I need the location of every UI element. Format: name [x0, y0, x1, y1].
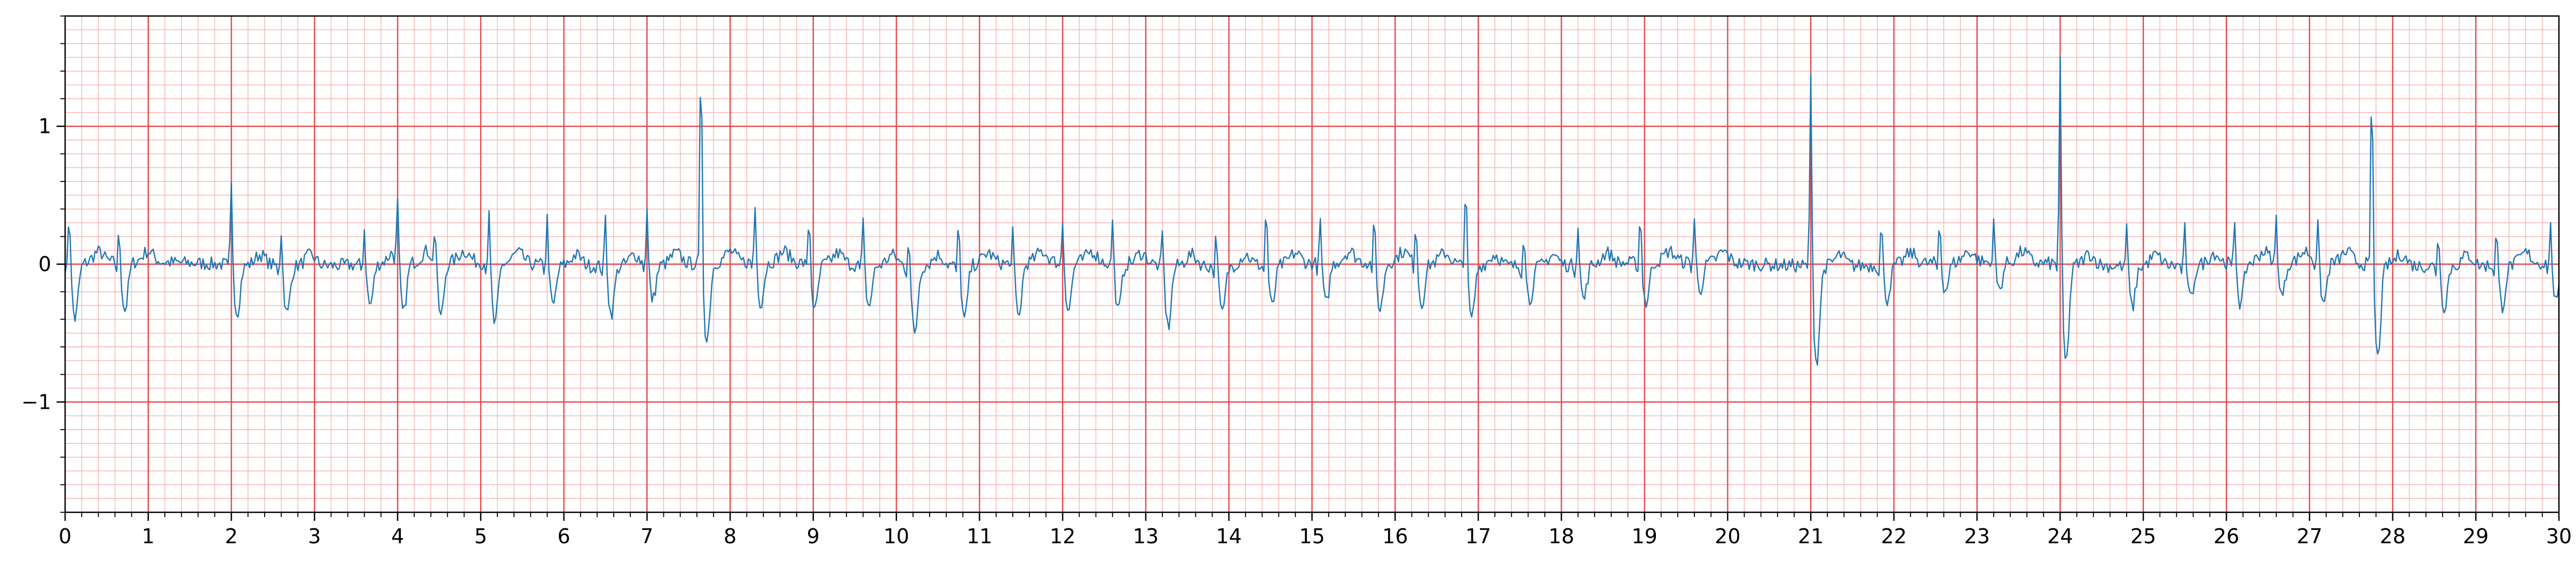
x-tick-label: 27 — [2297, 525, 2323, 548]
x-tick-label: 1 — [142, 525, 155, 548]
x-tick-label: 17 — [1465, 525, 1491, 548]
x-tick-label: 13 — [1133, 525, 1159, 548]
x-tick-label: 10 — [883, 525, 909, 548]
x-tick-label: 28 — [2380, 525, 2405, 548]
x-tick-label: 25 — [2130, 525, 2156, 548]
x-tick-label: 20 — [1715, 525, 1740, 548]
trace-layer — [64, 55, 2560, 366]
x-tick-label: 26 — [2214, 525, 2239, 548]
x-tick-label: 21 — [1798, 525, 1824, 548]
ecg-trace — [64, 55, 2560, 366]
x-tick-label: 0 — [59, 525, 72, 548]
x-tick-label: 9 — [807, 525, 820, 548]
x-tick-label: 6 — [558, 525, 570, 548]
y-tick-label: 1 — [38, 115, 51, 138]
x-tick-label: 12 — [1050, 525, 1075, 548]
x-tick-labels: 0 1 2 3 4 5 6 7 8 9 10 11 12 13 14 15 16 17 18 19 20 21 22 23 24… — [59, 525, 2572, 548]
y-tick-labels: 1 0 −1 — [21, 115, 51, 414]
x-tick-label: 2 — [225, 525, 237, 548]
x-tick-label: 5 — [474, 525, 487, 548]
x-tick-label: 30 — [2546, 525, 2572, 548]
x-tick-label: 19 — [1631, 525, 1657, 548]
x-tick-label: 24 — [2047, 525, 2073, 548]
x-tick-label: 22 — [1881, 525, 1907, 548]
axis-ticks — [57, 15, 2560, 521]
x-tick-label: 23 — [1964, 525, 1990, 548]
x-tick-label: 16 — [1382, 525, 1408, 548]
x-tick-label: 7 — [640, 525, 653, 548]
x-tick-label: 29 — [2463, 525, 2488, 548]
y-tick-label: 0 — [38, 252, 51, 276]
major-grid — [65, 16, 2559, 512]
x-tick-label: 4 — [391, 525, 404, 548]
x-tick-label: 11 — [966, 525, 992, 548]
x-tick-label: 8 — [724, 525, 736, 548]
x-tick-label: 14 — [1216, 525, 1242, 548]
x-tick-label: 18 — [1549, 525, 1574, 548]
x-tick-label: 3 — [308, 525, 321, 548]
x-tick-label: 15 — [1299, 525, 1325, 548]
y-tick-label: −1 — [21, 390, 51, 414]
